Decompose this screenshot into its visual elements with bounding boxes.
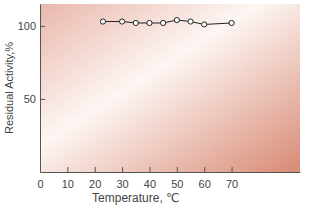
x-tick-mark: [177, 167, 178, 172]
data-point: [161, 20, 166, 25]
x-tick-label: 30: [116, 178, 128, 190]
data-point: [202, 22, 207, 27]
x-tick: 20: [89, 167, 101, 190]
y-tick: 100: [18, 20, 45, 32]
x-tick-mark: [149, 167, 150, 172]
data-point: [229, 20, 234, 25]
x-axis-title: Temperature, ℃: [92, 191, 180, 205]
x-tick: 10: [62, 167, 74, 190]
x-tick-label: 0: [37, 178, 43, 190]
x-tick-mark: [204, 167, 205, 172]
data-point: [133, 20, 138, 25]
chart: 0 10 20 30 40 50 60 70 50 100 Temperature, ℃ Residu…: [0, 0, 310, 208]
y-tick-label: 100: [18, 20, 36, 32]
x-tick-label: 10: [62, 178, 74, 190]
x-tick: 70: [226, 167, 238, 190]
x-tick-label: 20: [89, 178, 101, 190]
y-axis: 50 100: [18, 5, 45, 173]
data-layer: [100, 17, 234, 27]
plot-background: [40, 4, 300, 172]
x-tick: 40: [144, 167, 156, 190]
x-tick: 50: [171, 167, 183, 190]
y-axis-title: Residual Activity,%: [3, 42, 15, 134]
x-axis-line: [41, 172, 301, 173]
x-tick: 30: [116, 167, 128, 190]
x-tick-label: 40: [144, 178, 156, 190]
plot: 0 10 20 30 40 50 60 70 50 100: [18, 4, 301, 190]
data-point: [120, 19, 125, 24]
y-tick-mark: [40, 26, 45, 27]
x-tick-label: 50: [171, 178, 183, 190]
x-tick-mark: [122, 167, 123, 172]
x-tick-mark: [67, 167, 68, 172]
y-tick-label: 50: [24, 93, 36, 105]
x-tick-label: 70: [226, 178, 238, 190]
y-axis-line: [40, 5, 41, 173]
data-point: [174, 17, 179, 22]
data-point: [188, 19, 193, 24]
x-tick-label: 60: [199, 178, 211, 190]
x-tick: 60: [199, 167, 211, 190]
y-tick: 50: [24, 93, 45, 105]
x-axis: 0 10 20 30 40 50 60 70: [37, 167, 300, 190]
x-tick-mark: [232, 167, 233, 172]
data-point: [147, 20, 152, 25]
y-tick-mark: [40, 99, 45, 100]
data-point: [100, 19, 105, 24]
x-tick-mark: [95, 167, 96, 172]
